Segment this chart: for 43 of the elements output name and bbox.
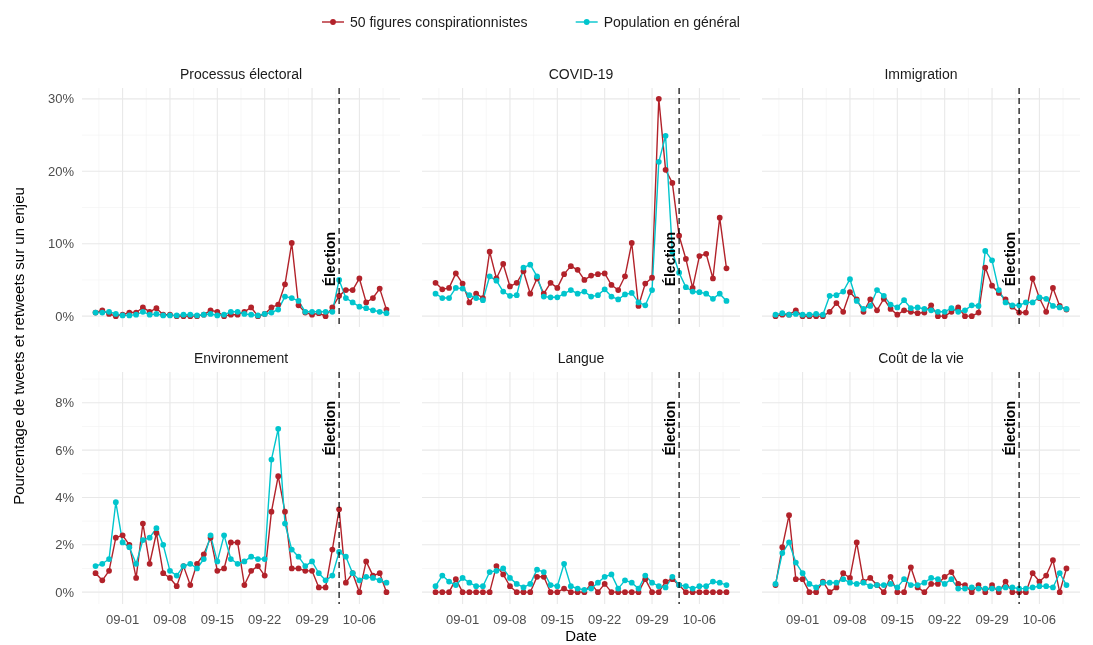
ref-line-label: Élection <box>1002 231 1019 287</box>
y-tick-label: 2% <box>55 537 75 553</box>
x-tick-label: 09-22 <box>588 612 622 627</box>
x-tick-label: 09-01 <box>105 612 140 627</box>
y-tick-label: 6% <box>55 442 75 458</box>
ref-line-label: Élection <box>322 401 339 456</box>
x-tick-label: 09-08 <box>833 612 867 627</box>
x-tick-label: 09-29 <box>975 612 1009 627</box>
x-tick-label: 09-22 <box>928 612 962 627</box>
chart-title: Langue <box>557 350 605 366</box>
x-tick-label: 09-22 <box>248 612 282 627</box>
y-tick-label: 4% <box>55 490 75 506</box>
x-tick-label: 09-01 <box>445 612 480 627</box>
ref-line-label: Élection <box>662 231 679 287</box>
x-tick-label: 09-29 <box>635 612 669 627</box>
x-tick-label: 09-15 <box>880 612 914 627</box>
x-tick-label: 09-15 <box>540 612 574 627</box>
y-tick-label: 30% <box>47 91 75 107</box>
x-tick-label: 10-06 <box>1022 612 1057 627</box>
ref-line-label: Élection <box>322 231 339 287</box>
y-tick-label: 0% <box>55 308 75 324</box>
x-tick-label: 09-29 <box>295 612 329 627</box>
y-tick-label: 10% <box>47 236 75 252</box>
chart-title: Processus électoral <box>179 66 303 82</box>
ref-line-label: Élection <box>1002 401 1019 456</box>
legend-label: 50 figures conspirationnistes <box>350 13 528 30</box>
x-tick-label: 09-01 <box>785 612 820 627</box>
chart-title: Immigration <box>884 66 958 82</box>
ref-line-label: Élection <box>662 401 679 456</box>
y-axis-title: Pourcentage de tweets et retweets sur un enjeu <box>10 187 27 505</box>
y-tick-label: 8% <box>55 395 75 411</box>
chart-title: Environnement <box>193 350 289 366</box>
x-tick-label: 09-08 <box>153 612 187 627</box>
x-axis-title: Date <box>565 627 597 644</box>
x-tick-label: 10-06 <box>342 612 377 627</box>
legend-label: Population en général <box>603 13 740 30</box>
chart-title: Coût de la vie <box>878 350 965 366</box>
chart-title: COVID-19 <box>548 66 614 82</box>
x-tick-label: 09-08 <box>493 612 527 627</box>
x-tick-label: 10-06 <box>682 612 717 627</box>
y-tick-label: 0% <box>55 584 75 600</box>
x-tick-label: 09-15 <box>200 612 234 627</box>
y-tick-label: 20% <box>47 163 75 179</box>
